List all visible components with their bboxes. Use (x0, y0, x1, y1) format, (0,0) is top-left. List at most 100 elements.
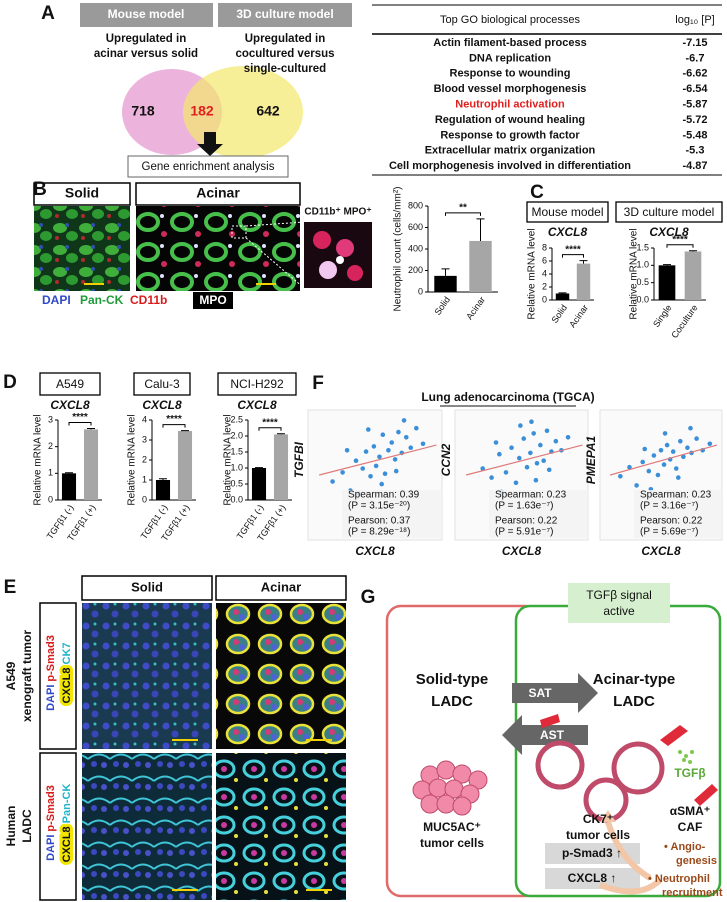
y-axis-label: Neutrophil count (cells/mm²) (393, 186, 404, 311)
arrow-right (512, 673, 598, 713)
panel-label: G (361, 587, 376, 608)
point (497, 451, 502, 457)
label: MPO (199, 293, 226, 307)
point (379, 481, 385, 487)
label: tumor cells (420, 836, 484, 850)
label: Upregulated in (245, 33, 326, 45)
stain-label: DAPI p-Smad3 (45, 635, 57, 711)
label: 182 (190, 103, 214, 119)
point (534, 461, 540, 466)
point (377, 454, 382, 460)
bar (576, 263, 591, 300)
x-axis-label: CXCL8 (355, 544, 395, 558)
label: Acinar (196, 185, 240, 201)
point (565, 435, 571, 440)
stat: (P = 8.29e⁻¹⁸) (348, 527, 410, 538)
stain: CXCL8 (61, 667, 73, 703)
point (408, 445, 414, 451)
significance: **** (262, 417, 278, 428)
label: single-cultured (244, 63, 326, 75)
y-axis-label: PMEPA1 (584, 435, 598, 484)
y-tick-label: 0.5 (636, 277, 649, 287)
micrograph (82, 753, 212, 900)
micrograph (216, 603, 346, 749)
micrograph (34, 206, 130, 291)
label: • Angio- (664, 841, 706, 853)
label: recruitment (662, 887, 723, 899)
y-tick-label: 400 (408, 243, 423, 253)
y-tick-label: 0.0 (636, 294, 649, 304)
bracket (68, 422, 92, 426)
error-bar (558, 292, 567, 294)
stain: DAPI (45, 685, 57, 711)
trend (610, 444, 718, 476)
trend (319, 444, 437, 476)
point (531, 431, 536, 436)
point (389, 440, 395, 445)
y-tick-label: 2.0 (230, 430, 243, 440)
bracket (666, 244, 694, 248)
label: AST (540, 728, 565, 742)
point (368, 474, 373, 479)
y-axis-label: Relative mRNA level (527, 228, 538, 319)
label-box (33, 182, 131, 206)
stats-bg (634, 490, 722, 538)
label: Cell morphogenesis involved in different… (389, 160, 631, 172)
bar (434, 275, 457, 292)
significance: ** (459, 203, 467, 214)
error-bar (87, 428, 95, 430)
point (640, 459, 645, 465)
error-bar (159, 478, 167, 480)
point (489, 475, 494, 480)
label: • Neutrophil (648, 873, 710, 885)
y-tick-label: 2 (542, 281, 547, 291)
label: DAPI (42, 293, 71, 307)
label: -6.7 (686, 52, 705, 64)
point (373, 463, 379, 469)
label: DNA replication (469, 52, 551, 64)
y-tick-label: 0 (142, 494, 147, 504)
point (618, 474, 623, 479)
chart-subtitle: CXCL8 (50, 398, 90, 412)
bar (83, 429, 99, 500)
label: 718 (131, 103, 155, 119)
error-bar (579, 260, 588, 264)
bar (155, 480, 171, 500)
label: -5.3 (686, 145, 705, 157)
point (661, 462, 667, 467)
chart-subtitle: CXCL8 (649, 225, 689, 239)
label: αSMA⁺ (670, 804, 710, 818)
chart-title: Mouse model (531, 205, 603, 219)
label: Actin filament-based process (433, 37, 586, 49)
point (518, 423, 523, 428)
y-axis-label: Relative mRNA level (33, 414, 44, 505)
zoom-line (245, 237, 305, 289)
point (344, 448, 350, 453)
panel-label: D (3, 372, 17, 393)
significance: **** (672, 234, 688, 245)
x-tick-label: Single (651, 303, 674, 329)
point (516, 455, 522, 461)
bar (273, 434, 289, 500)
title-box (526, 201, 609, 223)
title-box (133, 372, 191, 396)
point (655, 472, 661, 478)
point (658, 448, 664, 453)
point (509, 445, 514, 451)
stain: CXCL8 (61, 826, 73, 862)
y-tick-label: 800 (408, 200, 423, 210)
label: LADC (431, 693, 473, 710)
point (380, 432, 386, 438)
stain: Pan-CK (61, 784, 73, 824)
label: Solid-type (416, 671, 489, 688)
point (546, 467, 552, 473)
y-axis-label: CCN2 (439, 443, 453, 476)
point (685, 445, 690, 451)
label: 642 (256, 103, 280, 119)
point (396, 429, 401, 435)
label: log₁₀ [P] (675, 14, 714, 26)
label: -5.87 (682, 99, 707, 111)
title-box (39, 372, 101, 396)
point (330, 479, 335, 484)
